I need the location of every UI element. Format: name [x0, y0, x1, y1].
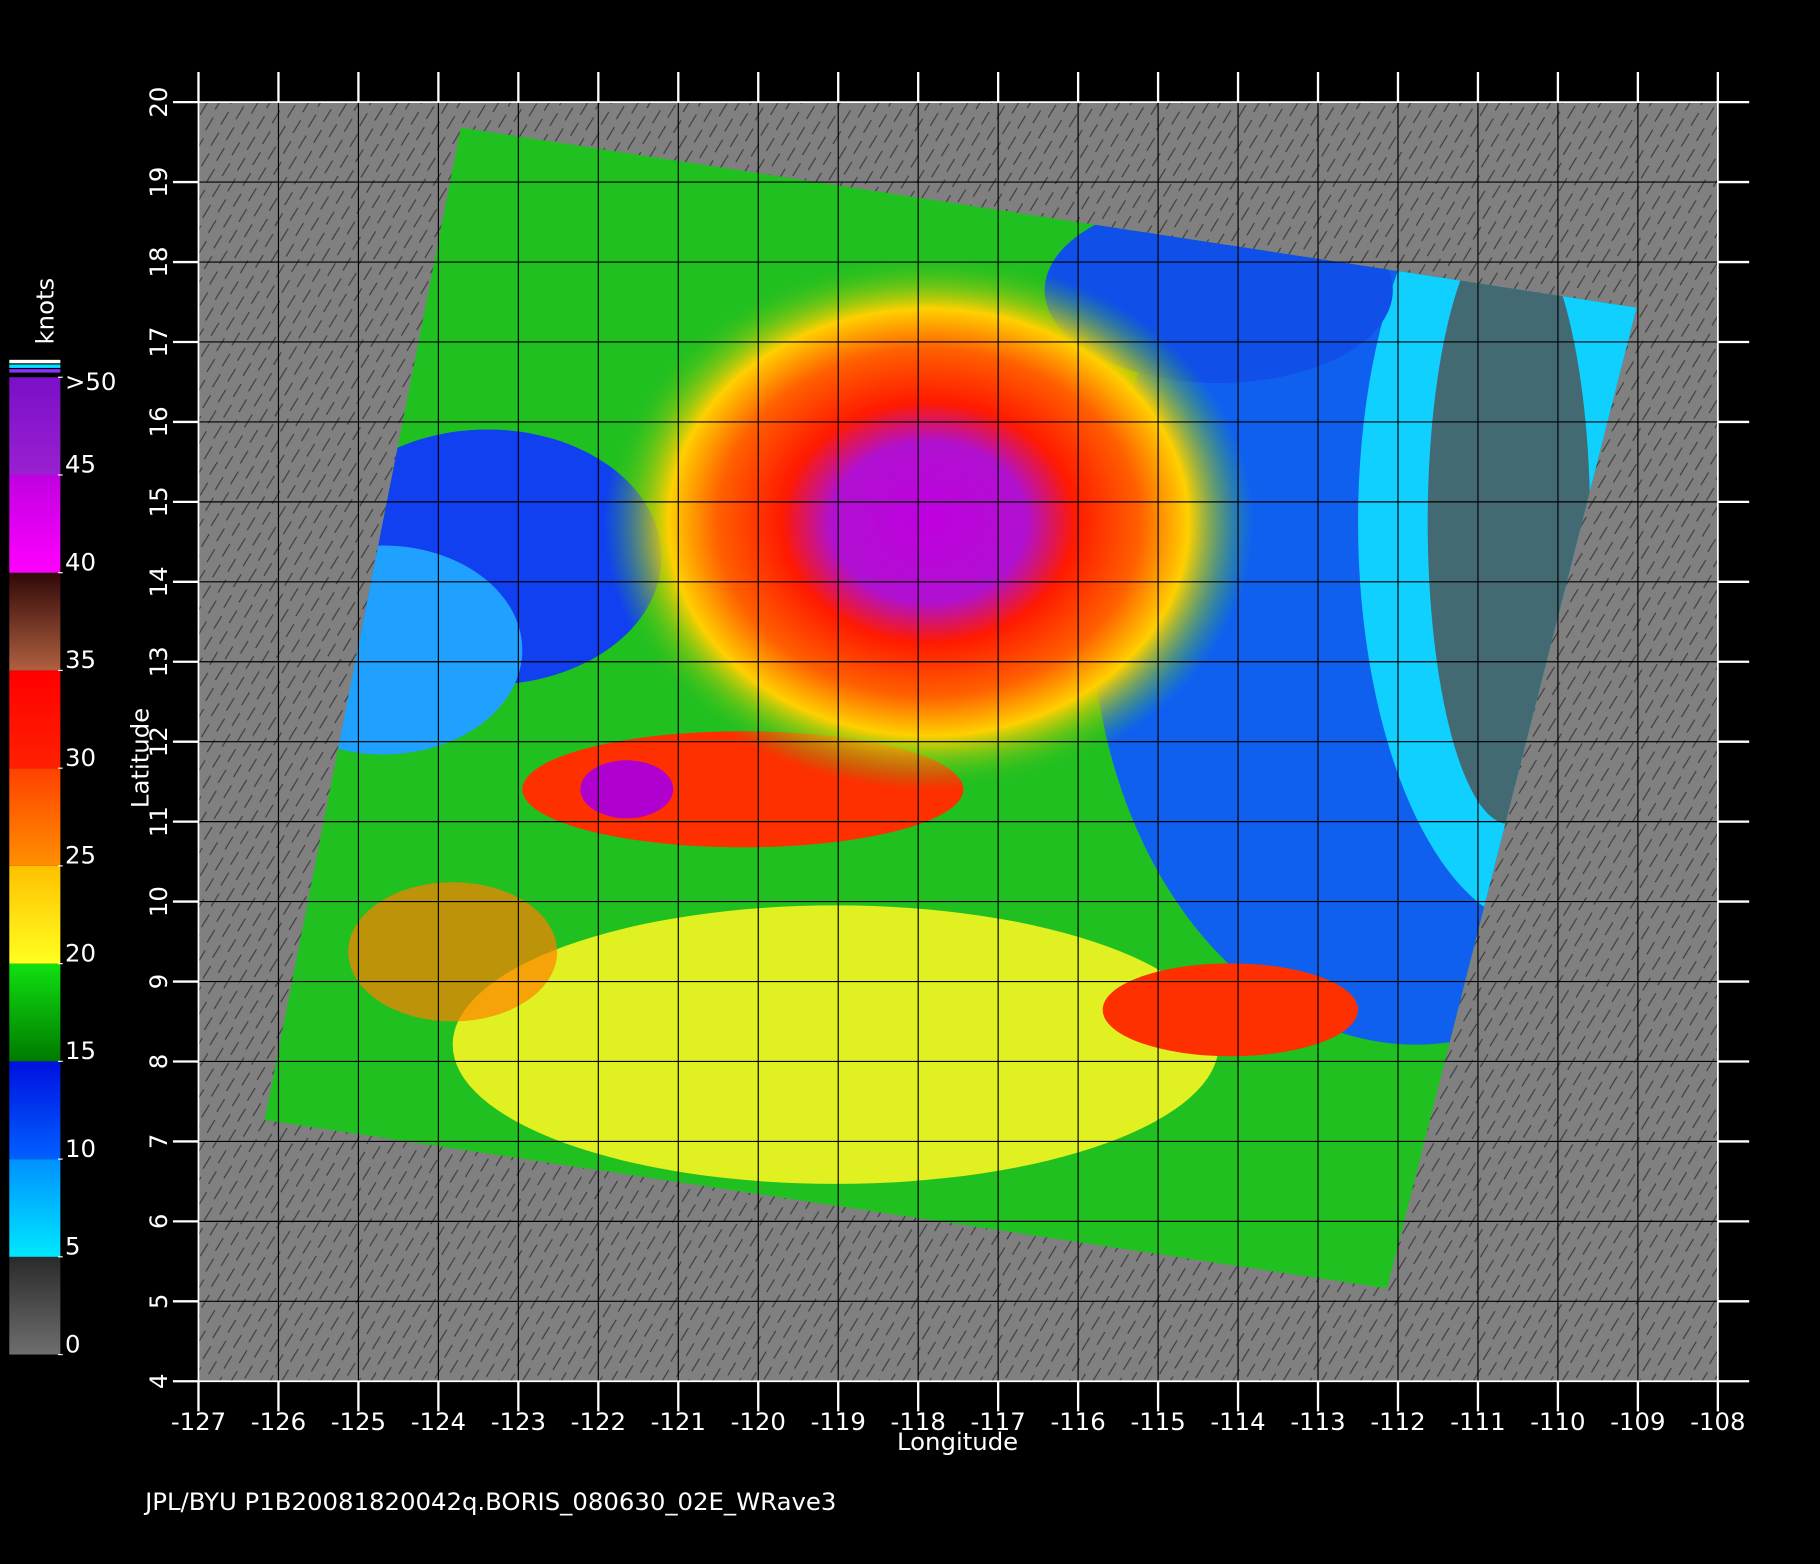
footer: JPL/BYU P1B20081820042q.BORIS_080630_02E…: [143, 1487, 836, 1516]
colorbar-segment: [9, 670, 61, 769]
y-tick-label: 17: [144, 326, 173, 357]
x-tick-label: -116: [1050, 1407, 1105, 1436]
colorbar-segment: [9, 474, 61, 573]
colorbar-tick-label: 35: [65, 645, 96, 674]
colorbar-tick-label: 40: [65, 547, 96, 576]
y-axis-label: Latitude: [126, 708, 155, 808]
y-tick-label: 14: [144, 566, 173, 597]
colorbar-tick-label: 20: [65, 938, 96, 967]
x-tick-label: -115: [1130, 1407, 1185, 1436]
y-tick-label: 19: [144, 167, 173, 198]
colorbar-tick-label: 45: [65, 450, 96, 479]
colorbar-tick-label: 15: [65, 1036, 96, 1065]
colorbar-cap: [9, 359, 61, 364]
colorbar-tick-label: 30: [65, 743, 96, 772]
colorbar-cap: [9, 369, 61, 373]
x-tick-label: -124: [411, 1407, 466, 1436]
x-tick-label: -123: [491, 1407, 546, 1436]
y-tick-label: 11: [144, 806, 173, 837]
colorbar-label: knots: [30, 278, 59, 345]
y-tick-label: 18: [144, 247, 173, 278]
y-tick-label: 8: [144, 1054, 173, 1070]
colorbar-tick-label: 25: [65, 841, 96, 870]
x-tick-label: -113: [1290, 1407, 1345, 1436]
x-axis-label: Longitude: [897, 1427, 1018, 1456]
colorbar-segment: [9, 377, 61, 475]
colorbar-tick-label: 5: [65, 1232, 81, 1261]
y-tick-label: 20: [144, 87, 173, 118]
colorbar-segment: [9, 1256, 61, 1355]
x-tick-label: -112: [1370, 1407, 1425, 1436]
x-tick-label: -122: [571, 1407, 626, 1436]
x-tick-label: -121: [651, 1407, 706, 1436]
y-tick-label: 6: [144, 1214, 173, 1229]
y-tick-label: 10: [144, 886, 173, 917]
colorbar-segment: [9, 1061, 61, 1160]
y-tick-label: 7: [144, 1134, 173, 1150]
colorbar-segment: [9, 768, 61, 866]
y-tick-label: 16: [144, 406, 173, 437]
x-tick-label: -109: [1610, 1407, 1665, 1436]
x-tick-label: -127: [171, 1407, 226, 1436]
y-tick-label: 13: [144, 646, 173, 677]
y-tick-label: 12: [144, 726, 173, 757]
x-tick-label: -125: [331, 1407, 386, 1436]
colorbar-tick-label: >50: [65, 367, 116, 396]
colorbar-segment: [9, 572, 61, 671]
colorbar-segment: [9, 865, 61, 964]
plot-frame: [197, 101, 1719, 1383]
y-tick-label: 15: [144, 486, 173, 517]
colorbar-tick-label: 10: [65, 1134, 96, 1163]
x-tick-label: -108: [1690, 1407, 1745, 1436]
colorbar-tick-label: 0: [65, 1329, 81, 1358]
x-tick-label: -110: [1530, 1407, 1585, 1436]
x-tick-label: -117: [971, 1407, 1026, 1436]
x-tick-label: -114: [1210, 1407, 1265, 1436]
colorbar-cap: [9, 364, 61, 368]
x-tick-label: -119: [811, 1407, 866, 1436]
x-tick-label: -118: [891, 1407, 946, 1436]
y-tick-label: 9: [144, 974, 173, 990]
x-tick-label: -126: [251, 1407, 306, 1436]
colorbar-segment: [9, 963, 61, 1062]
y-tick-label: 5: [144, 1294, 173, 1309]
colorbar-segment: [9, 1159, 61, 1257]
x-tick-label: -120: [731, 1407, 786, 1436]
y-tick-label: 4: [144, 1374, 173, 1390]
x-tick-label: -111: [1450, 1407, 1505, 1436]
